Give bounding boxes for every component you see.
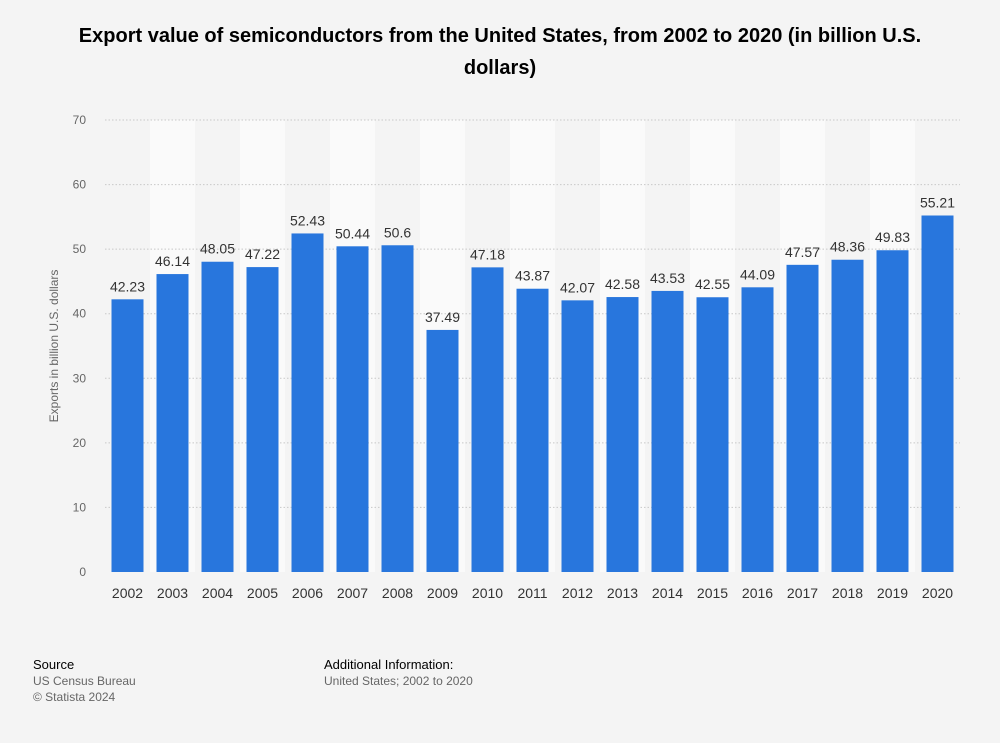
x-tick-label: 2003: [157, 585, 188, 601]
data-label: 43.87: [515, 268, 550, 284]
bar: [696, 297, 729, 572]
data-label: 47.22: [245, 246, 280, 262]
x-tick-label: 2020: [922, 585, 953, 601]
bar: [606, 297, 639, 572]
additional-info-heading: Additional Information:: [324, 657, 454, 672]
source-line: US Census Bureau: [33, 674, 136, 688]
bar: [876, 250, 909, 572]
y-tick-label: 70: [73, 113, 87, 127]
bar: [786, 264, 819, 572]
y-tick-label: 10: [73, 500, 87, 514]
data-label: 48.05: [200, 241, 235, 257]
bar: [291, 233, 324, 572]
bar: [201, 261, 234, 572]
data-label: 47.57: [785, 244, 820, 260]
bar: [561, 300, 594, 572]
x-tick-label: 2014: [652, 585, 683, 601]
x-tick-label: 2010: [472, 585, 503, 601]
bar: [111, 299, 144, 572]
bar: [471, 267, 504, 572]
y-tick-label: 40: [73, 307, 87, 321]
chart-title: Export value of semiconductors from the …: [78, 25, 922, 79]
bar-chart: 0 10 20 30 40 50 60 70 Exports in billion U.S. d…: [47, 113, 960, 601]
x-tick-label: 2009: [427, 585, 458, 601]
bar: [741, 287, 774, 572]
x-tick-label: 2018: [832, 585, 863, 601]
data-label: 50.44: [335, 225, 370, 241]
additional-info-text: United States; 2002 to 2020: [324, 674, 473, 688]
data-label: 49.83: [875, 229, 910, 245]
data-label: 55.21: [920, 195, 955, 211]
data-label: 37.49: [425, 309, 460, 325]
data-label: 43.53: [650, 270, 685, 286]
bar: [921, 215, 954, 572]
bar: [651, 290, 684, 572]
y-tick-label: 50: [73, 242, 87, 256]
data-label: 48.36: [830, 239, 865, 255]
data-label: 42.58: [605, 276, 640, 292]
y-tick-label: 0: [79, 565, 86, 579]
data-label: 46.14: [155, 253, 190, 269]
additional-info-block: Additional Information: United States; 2…: [324, 657, 473, 689]
data-label: 42.07: [560, 279, 595, 295]
bar: [381, 245, 414, 573]
data-label: 50.6: [384, 224, 411, 240]
bar: [831, 259, 864, 572]
x-tick-label: 2005: [247, 585, 278, 601]
x-tick-label: 2008: [382, 585, 413, 601]
bar: [156, 274, 189, 572]
bar: [246, 267, 279, 572]
copyright-line: © Statista 2024: [33, 690, 116, 704]
data-label: 52.43: [290, 212, 325, 228]
bar: [336, 246, 369, 573]
source-block: Source US Census Bureau © Statista 2024: [33, 657, 136, 705]
data-label: 42.55: [695, 276, 730, 292]
bar: [426, 329, 459, 572]
x-tick-label: 2017: [787, 585, 818, 601]
y-tick-label: 30: [73, 371, 87, 385]
x-tick-label: 2015: [697, 585, 728, 601]
x-tick-label: 2007: [337, 585, 368, 601]
data-label: 42.23: [110, 278, 145, 294]
x-tick-label: 2006: [292, 585, 323, 601]
x-tick-label: 2011: [517, 585, 547, 601]
x-tick-label: 2002: [112, 585, 143, 601]
data-label: 44.09: [740, 266, 775, 282]
source-heading: Source: [33, 657, 75, 672]
data-label: 47.18: [470, 246, 505, 262]
bar: [516, 288, 549, 572]
x-tick-label: 2012: [562, 585, 593, 601]
x-tick-label: 2016: [742, 585, 773, 601]
y-axis-label: Exports in billion U.S. dollars: [47, 270, 61, 423]
x-tick-label: 2013: [607, 585, 638, 601]
x-tick-label: 2019: [877, 585, 908, 601]
x-tick-label: 2004: [202, 585, 233, 601]
y-tick-label: 60: [73, 178, 87, 192]
y-tick-label: 20: [73, 436, 87, 450]
